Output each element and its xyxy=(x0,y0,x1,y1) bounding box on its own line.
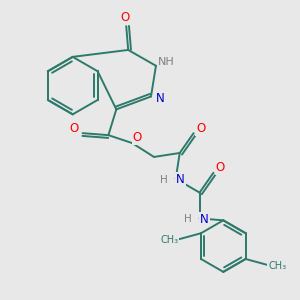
Text: N: N xyxy=(200,213,209,226)
Text: N: N xyxy=(155,92,164,105)
Text: CH₃: CH₃ xyxy=(160,235,178,245)
Text: N: N xyxy=(176,173,185,186)
Text: NH: NH xyxy=(158,57,174,67)
Text: CH₃: CH₃ xyxy=(268,261,286,271)
Text: O: O xyxy=(69,122,78,135)
Text: O: O xyxy=(121,11,130,24)
Text: H: H xyxy=(160,175,168,185)
Text: O: O xyxy=(216,161,225,174)
Text: O: O xyxy=(133,130,142,144)
Text: H: H xyxy=(184,214,191,224)
Text: O: O xyxy=(196,122,205,135)
